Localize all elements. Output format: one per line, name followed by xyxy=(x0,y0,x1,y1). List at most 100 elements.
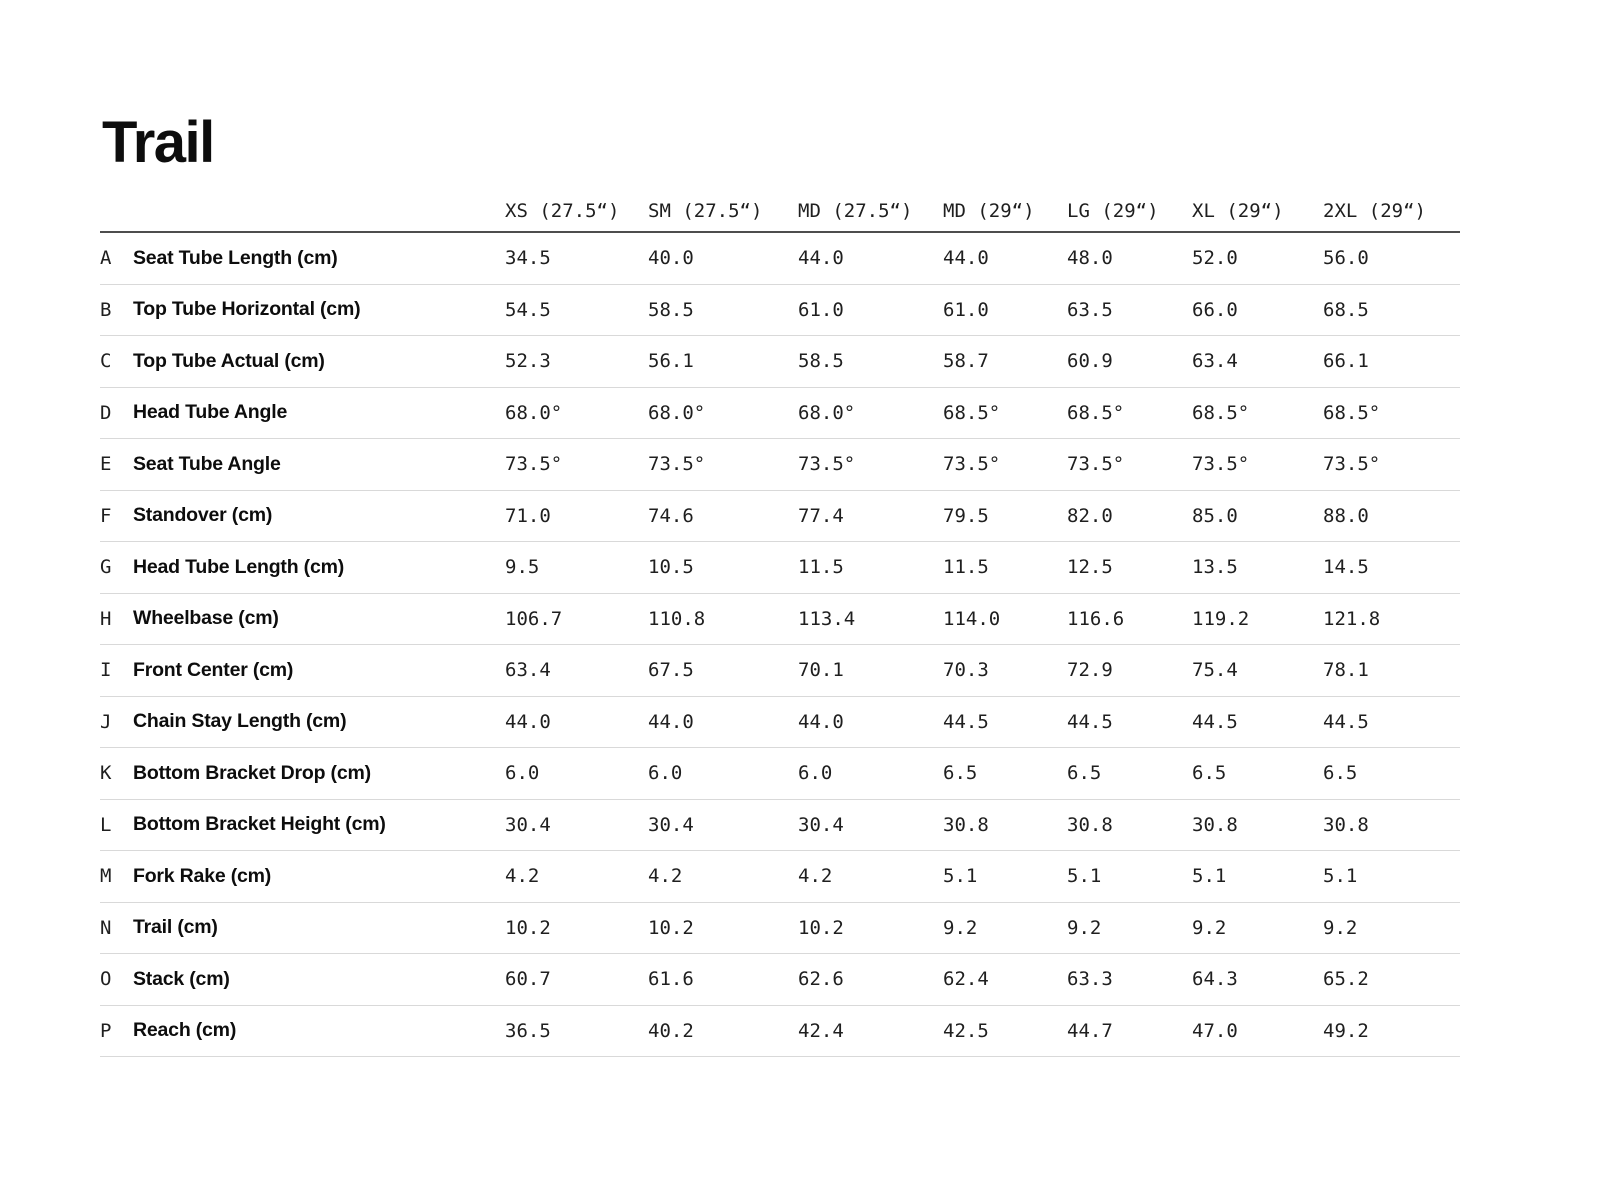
cell-value: 6.0 xyxy=(505,762,540,785)
cell-value: 56.1 xyxy=(648,350,694,373)
table-row: L Bottom Bracket Height (cm) 30.4 30.4 3… xyxy=(100,800,1460,851)
cell-value: 5.1 xyxy=(1323,865,1358,888)
row-label: Wheelbase (cm) xyxy=(133,607,279,630)
cell-value: 5.1 xyxy=(1067,865,1102,888)
cell-value: 48.0 xyxy=(1067,247,1113,270)
cell-value: 70.1 xyxy=(798,659,844,682)
cell-value: 47.0 xyxy=(1192,1019,1238,1042)
row-label: Head Tube Length (cm) xyxy=(133,555,345,578)
table-row: B Top Tube Horizontal (cm) 54.5 58.5 61.… xyxy=(100,285,1460,336)
cell-value: 30.8 xyxy=(1323,813,1369,836)
cell-value: 82.0 xyxy=(1067,504,1113,527)
row-letter: K xyxy=(100,762,112,785)
row-label: Seat Tube Length (cm) xyxy=(133,246,338,269)
page-title: Trail xyxy=(102,110,215,175)
row-letter: H xyxy=(100,607,112,630)
cell-value: 67.5 xyxy=(648,659,694,682)
cell-value: 58.5 xyxy=(648,298,694,321)
row-letter: M xyxy=(100,865,112,888)
cell-value: 64.3 xyxy=(1192,968,1238,991)
table-row: E Seat Tube Angle 73.5° 73.5° 73.5° 73.5… xyxy=(100,439,1460,491)
row-label: Top Tube Horizontal (cm) xyxy=(133,298,361,321)
row-label: Head Tube Angle xyxy=(133,401,288,424)
row-letter: N xyxy=(100,916,112,939)
cell-value: 106.7 xyxy=(505,607,563,630)
cell-value: 73.5° xyxy=(1192,453,1250,476)
table-header-row: XS (27.5“) SM (27.5“) MD (27.5“) MD (29“… xyxy=(100,179,1460,233)
cell-value: 44.0 xyxy=(505,710,551,733)
cell-value: 68.5° xyxy=(1323,401,1381,424)
cell-value: 61.0 xyxy=(798,298,844,321)
cell-value: 54.5 xyxy=(505,298,551,321)
cell-value: 61.6 xyxy=(648,968,694,991)
cell-value: 73.5° xyxy=(943,453,1001,476)
cell-value: 61.0 xyxy=(943,298,989,321)
cell-value: 44.5 xyxy=(1067,710,1113,733)
cell-value: 75.4 xyxy=(1192,659,1238,682)
cell-value: 121.8 xyxy=(1323,607,1381,630)
cell-value: 6.5 xyxy=(1067,762,1102,785)
cell-value: 60.7 xyxy=(505,968,551,991)
table-row: O Stack (cm) 60.7 61.6 62.6 62.4 63.3 64… xyxy=(100,954,1460,1006)
cell-value: 9.5 xyxy=(505,556,540,579)
cell-value: 13.5 xyxy=(1192,556,1238,579)
row-letter: I xyxy=(100,659,112,682)
row-label: Fork Rake (cm) xyxy=(133,864,272,887)
row-letter: D xyxy=(100,401,112,424)
cell-value: 6.5 xyxy=(943,762,978,785)
cell-value: 11.5 xyxy=(943,556,989,579)
row-label: Trail (cm) xyxy=(133,916,218,939)
cell-value: 5.1 xyxy=(1192,865,1227,888)
cell-value: 44.5 xyxy=(1192,710,1238,733)
cell-value: 73.5° xyxy=(1323,453,1381,476)
cell-value: 6.0 xyxy=(798,762,833,785)
cell-value: 36.5 xyxy=(505,1019,551,1042)
cell-value: 44.0 xyxy=(943,247,989,270)
cell-value: 78.1 xyxy=(1323,659,1369,682)
cell-value: 66.1 xyxy=(1323,350,1369,373)
table-row: H Wheelbase (cm) 106.7 110.8 113.4 114.0… xyxy=(100,594,1460,645)
cell-value: 4.2 xyxy=(505,865,540,888)
table-row: J Chain Stay Length (cm) 44.0 44.0 44.0 … xyxy=(100,697,1460,748)
cell-value: 40.2 xyxy=(648,1019,694,1042)
cell-value: 52.3 xyxy=(505,350,551,373)
cell-value: 58.7 xyxy=(943,350,989,373)
table-row: D Head Tube Angle 68.0° 68.0° 68.0° 68.5… xyxy=(100,388,1460,439)
cell-value: 68.0° xyxy=(505,401,563,424)
table-row: K Bottom Bracket Drop (cm) 6.0 6.0 6.0 6… xyxy=(100,748,1460,800)
row-label: Front Center (cm) xyxy=(133,658,294,681)
cell-value: 44.7 xyxy=(1067,1019,1113,1042)
cell-value: 40.0 xyxy=(648,247,694,270)
table-row: A Seat Tube Length (cm) 34.5 40.0 44.0 4… xyxy=(100,233,1460,285)
cell-value: 52.0 xyxy=(1192,247,1238,270)
cell-value: 9.2 xyxy=(1323,916,1358,939)
cell-value: 34.5 xyxy=(505,247,551,270)
size-column-header-xs: XS (27.5“) xyxy=(505,200,620,222)
cell-value: 63.4 xyxy=(505,659,551,682)
cell-value: 44.5 xyxy=(943,710,989,733)
cell-value: 113.4 xyxy=(798,607,856,630)
cell-value: 65.2 xyxy=(1323,968,1369,991)
cell-value: 30.4 xyxy=(798,813,844,836)
cell-value: 68.0° xyxy=(648,401,706,424)
cell-value: 63.3 xyxy=(1067,968,1113,991)
cell-value: 119.2 xyxy=(1192,607,1250,630)
geometry-table: XS (27.5“) SM (27.5“) MD (27.5“) MD (29“… xyxy=(100,179,1460,1057)
cell-value: 62.4 xyxy=(943,968,989,991)
cell-value: 68.5° xyxy=(1067,401,1125,424)
cell-value: 62.6 xyxy=(798,968,844,991)
size-column-header-xl: XL (29“) xyxy=(1192,200,1284,222)
row-label: Chain Stay Length (cm) xyxy=(133,710,347,733)
row-letter: J xyxy=(100,710,112,733)
cell-value: 60.9 xyxy=(1067,350,1113,373)
row-letter: E xyxy=(100,453,112,476)
row-letter: C xyxy=(100,350,112,373)
size-column-header-sm: SM (27.5“) xyxy=(648,200,763,222)
row-label: Stack (cm) xyxy=(133,967,230,990)
cell-value: 44.0 xyxy=(798,247,844,270)
cell-value: 10.2 xyxy=(648,916,694,939)
cell-value: 6.5 xyxy=(1323,762,1358,785)
size-column-header-lg: LG (29“) xyxy=(1067,200,1159,222)
cell-value: 4.2 xyxy=(798,865,833,888)
cell-value: 44.0 xyxy=(798,710,844,733)
